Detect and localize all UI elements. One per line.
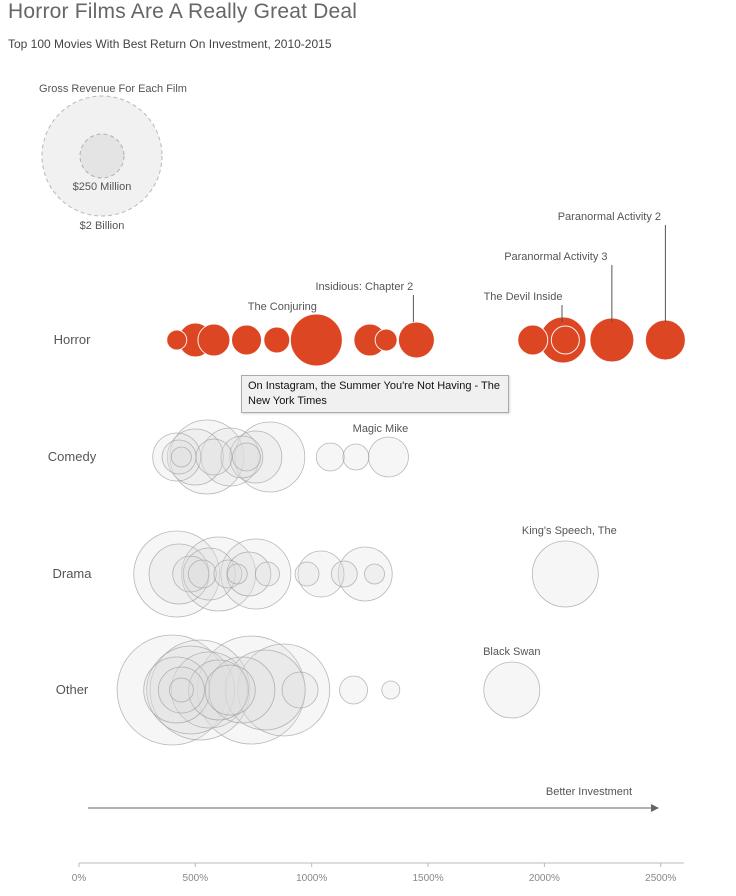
bubble-comedy[interactable] (368, 436, 409, 478)
x-tick-label: 1500% (412, 873, 443, 884)
category-label-horror: Horror (54, 332, 92, 347)
x-tick-label: 2500% (645, 873, 676, 884)
bubble-horror[interactable] (397, 321, 435, 359)
bubble-other[interactable] (188, 659, 250, 721)
size-legend: Gross Revenue For Each Film $250 Million… (39, 83, 187, 232)
bubble-drama[interactable] (255, 561, 280, 587)
bubble-comedy[interactable] (161, 439, 197, 475)
annotation-king-s-speech-the: King's Speech, The (522, 525, 617, 537)
bubble-comedy[interactable] (200, 427, 260, 487)
annotation-magic-mike: Magic Mike (353, 423, 409, 435)
bubble-drama[interactable] (133, 530, 221, 618)
x-tick-label: 2000% (529, 873, 560, 884)
bubble-drama[interactable] (294, 561, 320, 587)
bubble-comedy[interactable] (195, 438, 233, 476)
annotation-the-conjuring: The Conjuring (248, 301, 317, 313)
bubble-comedy[interactable] (169, 419, 245, 495)
bubble-other[interactable] (339, 675, 368, 705)
bubble-other[interactable] (483, 661, 541, 719)
annotation-paranormal-activity-2: Paranormal Activity 2 (558, 211, 661, 223)
x-tick-label: 0% (72, 873, 87, 884)
bubble-drama[interactable] (213, 559, 243, 589)
category-labels: Horror Comedy Drama Other (48, 332, 97, 697)
bubble-comedy[interactable] (232, 442, 261, 472)
bubble-comedy[interactable] (229, 430, 283, 484)
bubble-drama[interactable] (172, 555, 210, 593)
x-tick-label: 500% (183, 873, 209, 884)
bubble-comedy[interactable] (166, 428, 224, 486)
bubble-horror[interactable] (644, 319, 686, 361)
annotation-paranormal-activity-3: Paranormal Activity 3 (504, 251, 607, 263)
x-axis: 0% 500% 1000% 1500% 2000% 2500% (72, 862, 684, 884)
bubble-horror[interactable] (517, 324, 549, 356)
bubble-other[interactable] (146, 645, 236, 735)
bubble-drama[interactable] (531, 540, 599, 608)
bubble-other[interactable] (149, 639, 251, 741)
tooltip: On Instagram, the Summer You're Not Havi… (241, 375, 509, 413)
muted-bubbles (116, 419, 599, 746)
bubble-comedy[interactable] (152, 432, 202, 482)
size-legend-large-label: $2 Billion (80, 220, 125, 232)
bubble-horror[interactable] (550, 325, 580, 355)
chart-title: Horror Films Are A Really Great Deal (8, 0, 358, 23)
bubble-drama[interactable] (330, 560, 358, 588)
bubble-comedy[interactable] (220, 435, 264, 479)
arrow-label: Better Investment (546, 786, 632, 798)
annotation-the-devil-inside: The Devil Inside (484, 291, 563, 303)
category-label-drama: Drama (52, 566, 92, 581)
bubble-other[interactable] (237, 643, 331, 737)
bubble-other[interactable] (208, 656, 276, 724)
bubble-horror[interactable] (289, 313, 343, 367)
bubble-comedy[interactable] (342, 443, 370, 471)
bubble-other[interactable] (116, 634, 228, 746)
bubble-comedy[interactable] (315, 442, 345, 472)
bubble-other[interactable] (204, 664, 256, 716)
bubble-other[interactable] (168, 677, 194, 703)
bubble-drama[interactable] (226, 563, 248, 585)
annotation-insidious-chapter-2: Insidious: Chapter 2 (315, 281, 413, 293)
x-tick-label: 1000% (296, 873, 327, 884)
highlight-bubbles (166, 313, 686, 367)
bubble-other[interactable] (170, 651, 248, 729)
bubble-other[interactable] (281, 671, 319, 709)
bubble-other[interactable] (157, 666, 205, 714)
bubble-drama[interactable] (187, 559, 217, 589)
category-label-comedy: Comedy (48, 449, 97, 464)
size-legend-heading: Gross Revenue For Each Film (39, 83, 187, 95)
bubble-horror[interactable] (231, 324, 263, 356)
bubble-drama[interactable] (337, 546, 393, 602)
bubble-horror[interactable] (374, 328, 398, 352)
bubble-horror[interactable] (263, 326, 291, 354)
bubble-drama[interactable] (364, 563, 385, 585)
bubble-horror[interactable] (166, 329, 188, 351)
category-label-other: Other (56, 682, 89, 697)
better-investment-arrow: Better Investment (88, 786, 659, 812)
bubble-comedy[interactable] (170, 446, 192, 468)
annotations: The Conjuring Insidious: Chapter 2 The Dev… (248, 211, 666, 658)
bubble-horror[interactable] (589, 317, 635, 363)
bubble-horror[interactable] (197, 323, 231, 357)
chart-subtitle: Top 100 Movies With Best Return On Inves… (8, 37, 332, 51)
size-legend-small-circle (79, 133, 125, 179)
size-legend-small-label: $250 Million (73, 181, 132, 193)
bubble-comedy[interactable] (234, 421, 306, 493)
annotation-black-swan: Black Swan (483, 646, 540, 658)
bubble-other[interactable] (381, 680, 401, 700)
